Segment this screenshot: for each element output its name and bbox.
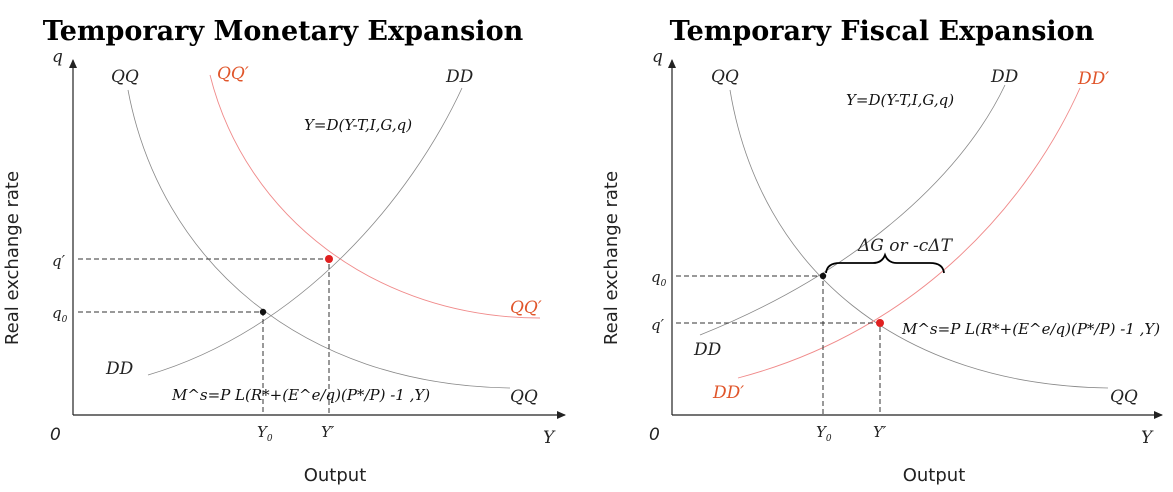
money-market-equation: M^s=P L(R*+(E^e/q)(P*/P) -1 ,Y) — [171, 386, 430, 404]
y-axis-label: Real exchange rate — [2, 171, 23, 345]
qq-curve — [729, 89, 1109, 389]
q-prime-tick-label: q′ — [52, 252, 66, 270]
x-axis-symbol: Y — [543, 428, 556, 448]
new-equilibrium-guides — [676, 322, 881, 415]
initial-equilibrium-point — [819, 272, 827, 280]
y-axis-symbol: q — [52, 47, 63, 67]
dd-curve — [147, 87, 463, 376]
new-equilibrium-point — [325, 255, 333, 263]
shift-brace — [825, 252, 945, 274]
qq-prime-curve-label-right: QQ′ — [510, 298, 542, 318]
x-axis-label: Output — [304, 465, 367, 486]
shift-annotation: ΔG or -cΔT — [857, 236, 954, 256]
qq-curve-label-bottom: QQ — [1110, 387, 1138, 407]
dd-curve-label-top: DD — [445, 67, 474, 87]
dd-curve — [699, 84, 1006, 336]
qq-curve-label-top: QQ — [111, 67, 139, 87]
x-axis-symbol: Y — [1141, 428, 1154, 448]
q-prime-tick-label: q′ — [651, 316, 665, 334]
y0-tick-label: Y0 — [816, 423, 832, 444]
dd-curve-label-bottom: DD — [693, 340, 722, 360]
new-equilibrium-point — [876, 319, 884, 327]
money-market-equation: M^s=P L(R*+(E^e/q)(P*/P) -1 ,Y) — [901, 320, 1160, 338]
y-prime-tick-label: Y′ — [321, 423, 335, 441]
y0-tick-label: Y0 — [257, 423, 273, 444]
qq-curve-label-bottom: QQ — [510, 387, 538, 407]
panel-title: Temporary Fiscal Expansion — [670, 16, 1095, 47]
monetary-expansion-panel: Temporary Monetary Expansion q Y 0 Outpu… — [2, 16, 566, 486]
x-axis-label: Output — [903, 465, 966, 486]
dd-prime-curve-label-bottom: DD′ — [712, 383, 744, 403]
dd-curve-label-bottom: DD — [105, 359, 134, 379]
qq-prime-curve-label-top: QQ′ — [217, 64, 249, 84]
qq-curve-label-top: QQ — [711, 67, 739, 87]
origin-label: 0 — [50, 425, 61, 445]
dd-equation: Y=D(Y-T,I,G,q) — [846, 91, 954, 109]
y-axis-label: Real exchange rate — [601, 171, 622, 345]
y-axis-symbol: q — [652, 47, 663, 67]
q0-tick-label: q0 — [651, 268, 667, 289]
dd-equation: Y=D(Y-T,I,G,q) — [304, 116, 412, 134]
dd-prime-curve-label-top: DD′ — [1077, 69, 1109, 89]
dd-curve-label-top: DD — [990, 67, 1019, 87]
initial-equilibrium-point — [259, 308, 267, 316]
qq-prime-curve — [209, 74, 541, 319]
q0-tick-label: q0 — [52, 304, 68, 325]
fiscal-expansion-panel: Temporary Fiscal Expansion q Y 0 Output … — [601, 16, 1163, 486]
dd-prime-curve — [737, 87, 1081, 379]
qq-curve — [127, 89, 511, 389]
y-prime-tick-label: Y′ — [873, 423, 887, 441]
panel-title: Temporary Monetary Expansion — [43, 16, 524, 47]
origin-label: 0 — [649, 425, 660, 445]
